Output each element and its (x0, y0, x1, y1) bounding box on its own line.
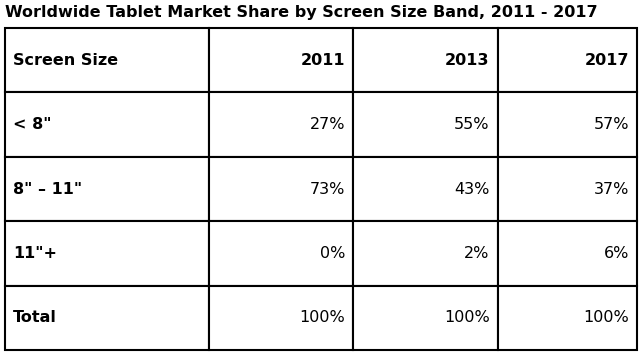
Bar (353, 92, 498, 157)
Bar (353, 221, 498, 286)
Bar (353, 28, 498, 92)
Text: 43%: 43% (454, 181, 490, 197)
Text: 100%: 100% (583, 310, 629, 325)
Bar (5, 286, 209, 350)
Text: < 8": < 8" (13, 117, 51, 132)
Bar (5, 157, 209, 221)
Text: 27%: 27% (310, 117, 346, 132)
Text: 6%: 6% (604, 246, 629, 261)
Text: Total: Total (13, 310, 57, 325)
Bar (5, 221, 209, 286)
Bar (498, 286, 637, 350)
Bar (209, 28, 353, 92)
Bar (353, 286, 498, 350)
Text: 73%: 73% (310, 181, 346, 197)
Bar (209, 92, 353, 157)
Text: 8" – 11": 8" – 11" (13, 181, 82, 197)
Text: 2013: 2013 (445, 53, 490, 68)
Text: 55%: 55% (454, 117, 490, 132)
Bar (5, 28, 209, 92)
Text: 37%: 37% (594, 181, 629, 197)
Bar (5, 92, 209, 157)
Text: 2017: 2017 (584, 53, 629, 68)
Bar (498, 28, 637, 92)
Text: 100%: 100% (300, 310, 346, 325)
Text: 11"+: 11"+ (13, 246, 57, 261)
Text: Worldwide Tablet Market Share by Screen Size Band, 2011 - 2017: Worldwide Tablet Market Share by Screen … (5, 6, 598, 20)
Text: Screen Size: Screen Size (13, 53, 118, 68)
Text: 2011: 2011 (301, 53, 346, 68)
Text: 2%: 2% (464, 246, 490, 261)
Text: 0%: 0% (320, 246, 346, 261)
Bar (498, 221, 637, 286)
Bar (498, 92, 637, 157)
Text: 100%: 100% (444, 310, 490, 325)
Text: 57%: 57% (593, 117, 629, 132)
Bar (498, 157, 637, 221)
Bar (209, 286, 353, 350)
Bar (353, 157, 498, 221)
Bar (209, 157, 353, 221)
Bar (209, 221, 353, 286)
